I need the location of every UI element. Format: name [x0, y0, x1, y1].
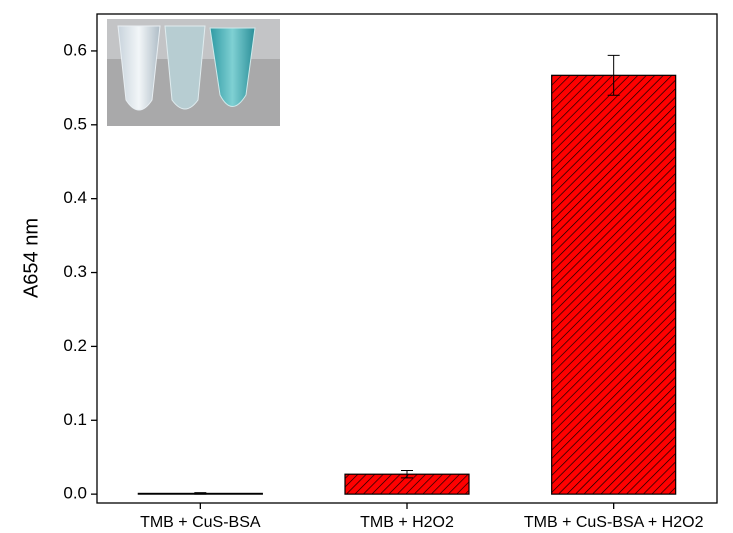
y-tick-label: 0.5 [63, 114, 87, 133]
y-tick-label: 0.3 [63, 262, 87, 281]
y-tick-label: 0.6 [63, 40, 87, 59]
y-tick-label: 0.0 [63, 484, 87, 503]
y-tick-label: 0.2 [63, 336, 87, 355]
x-tick-label: TMB + CuS-BSA [140, 514, 261, 531]
error-bar [401, 469, 413, 479]
x-tick-label: TMB + H2O2 [360, 514, 454, 531]
x-tick-label: TMB + CuS-BSA + H2O2 [524, 514, 704, 531]
y-tick-label: 0.1 [63, 410, 87, 429]
error-bar [607, 54, 620, 96]
inset-photo [107, 19, 280, 126]
bar [551, 74, 677, 495]
error-bar [194, 492, 207, 495]
y-tick-label: 0.4 [63, 188, 87, 207]
y-axis-label: A654 nm [20, 218, 42, 298]
